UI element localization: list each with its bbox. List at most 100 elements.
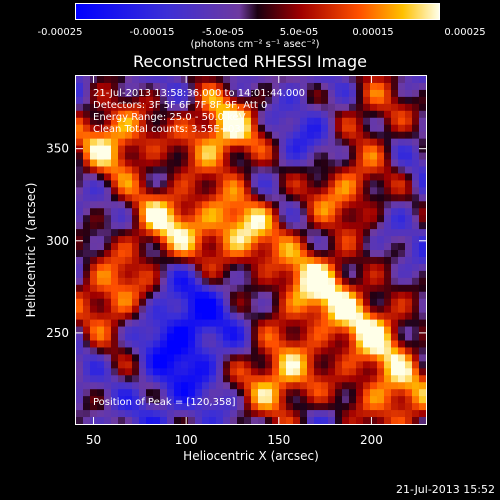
heatmap-cell xyxy=(139,159,147,168)
heatmap-cell xyxy=(202,131,210,140)
heatmap-cell xyxy=(321,354,329,362)
heatmap-cell xyxy=(405,215,413,223)
heatmap-cell xyxy=(174,222,182,230)
heatmap-cell xyxy=(237,333,245,342)
heatmap-cell xyxy=(237,208,245,216)
heatmap-cell xyxy=(76,124,84,133)
heatmap-cell xyxy=(398,145,406,154)
heatmap-cell xyxy=(335,291,343,300)
heatmap-cell xyxy=(97,277,105,286)
heatmap-cell xyxy=(363,152,371,161)
chart-title: Reconstructed RHESSI Image xyxy=(133,52,367,71)
heatmap-cell xyxy=(398,243,406,251)
heatmap-cell xyxy=(188,180,196,188)
heatmap-cell xyxy=(293,145,301,154)
heatmap-cell xyxy=(139,96,147,105)
heatmap-cell xyxy=(405,145,413,154)
heatmap-cell xyxy=(153,201,161,209)
heatmap-cell xyxy=(139,166,147,175)
heatmap-cell xyxy=(314,326,322,335)
heatmap-cell xyxy=(104,180,112,188)
heatmap-cell xyxy=(167,256,175,265)
heatmap-cell xyxy=(335,138,343,147)
heatmap-cell xyxy=(174,340,182,349)
heatmap-cell xyxy=(216,173,224,181)
heatmap-cell xyxy=(398,166,406,175)
heatmap-cell xyxy=(146,284,154,293)
heatmap-cell xyxy=(118,368,126,376)
heatmap-cell xyxy=(349,403,357,411)
heatmap-cell xyxy=(342,270,350,279)
heatmap-cell xyxy=(314,131,322,140)
heatmap-cell xyxy=(300,347,308,355)
heatmap-cell xyxy=(90,375,98,383)
heatmap-cell xyxy=(76,180,84,188)
heatmap-cell xyxy=(244,145,252,154)
heatmap-cell xyxy=(167,229,175,237)
heatmap-cell xyxy=(146,229,154,237)
heatmap-cell xyxy=(335,180,343,188)
heatmap-cell xyxy=(314,298,322,307)
heatmap-cell xyxy=(412,124,420,133)
heatmap-cell xyxy=(97,340,105,349)
heatmap-cell xyxy=(300,312,308,321)
heatmap-cell xyxy=(146,312,154,321)
heatmap-cell xyxy=(279,298,287,307)
heatmap-cell xyxy=(286,277,294,286)
heatmap-cell xyxy=(307,354,315,362)
heatmap-cell xyxy=(230,76,238,84)
heatmap-cell xyxy=(384,173,392,181)
heatmap-cell xyxy=(90,284,98,293)
heatmap-cell xyxy=(202,103,210,112)
heatmap-cell xyxy=(293,340,301,349)
heatmap-cell xyxy=(146,103,154,112)
heatmap-cell xyxy=(391,312,399,321)
heatmap-cell xyxy=(356,250,364,258)
heatmap-cell xyxy=(272,117,280,126)
heatmap-cell xyxy=(125,76,133,84)
heatmap-cell xyxy=(202,229,210,237)
heatmap-cell xyxy=(419,236,426,244)
heatmap-cell xyxy=(90,326,98,335)
heatmap-cell xyxy=(419,368,426,376)
heatmap-cell xyxy=(188,166,196,175)
colorbar-tick-label: 0.00015 xyxy=(352,27,394,38)
heatmap-cell xyxy=(153,410,161,418)
heatmap-cell xyxy=(265,312,273,321)
heatmap-cell xyxy=(181,256,189,265)
heatmap-cell xyxy=(188,236,196,244)
heatmap-cell xyxy=(307,263,315,272)
heatmap-cell xyxy=(328,263,336,272)
heatmap-cell xyxy=(307,361,315,369)
heatmap-cell xyxy=(370,152,378,161)
heatmap-cell xyxy=(181,263,189,272)
heatmap-cell xyxy=(307,389,315,397)
heatmap-cell xyxy=(223,340,231,349)
heatmap-cell xyxy=(391,187,399,195)
heatmap-cell xyxy=(237,396,245,404)
heatmap-cell xyxy=(195,284,203,293)
heatmap-cell xyxy=(104,340,112,349)
heatmap-cell xyxy=(356,215,364,223)
heatmap-cell xyxy=(391,96,399,105)
heatmap-cell xyxy=(398,368,406,376)
heatmap-cell xyxy=(377,256,385,265)
heatmap-cell xyxy=(230,305,238,314)
heatmap-cell xyxy=(286,110,294,119)
heatmap-cell xyxy=(160,270,168,279)
heatmap-cell xyxy=(307,145,315,154)
heatmap-cell xyxy=(118,138,126,147)
heatmap-cell xyxy=(111,110,119,119)
heatmap-cell xyxy=(398,298,406,307)
heatmap-cell xyxy=(335,166,343,175)
heatmap-cell xyxy=(363,354,371,362)
heatmap-cell xyxy=(111,410,119,418)
heatmap-cell xyxy=(363,368,371,376)
heatmap-cell xyxy=(307,250,315,258)
heatmap-cell xyxy=(83,312,91,321)
heatmap-cell xyxy=(174,229,182,237)
heatmap-cell xyxy=(307,89,315,98)
heatmap-cell xyxy=(258,291,266,300)
heatmap-cell xyxy=(139,389,147,397)
heatmap-cell xyxy=(419,138,426,147)
